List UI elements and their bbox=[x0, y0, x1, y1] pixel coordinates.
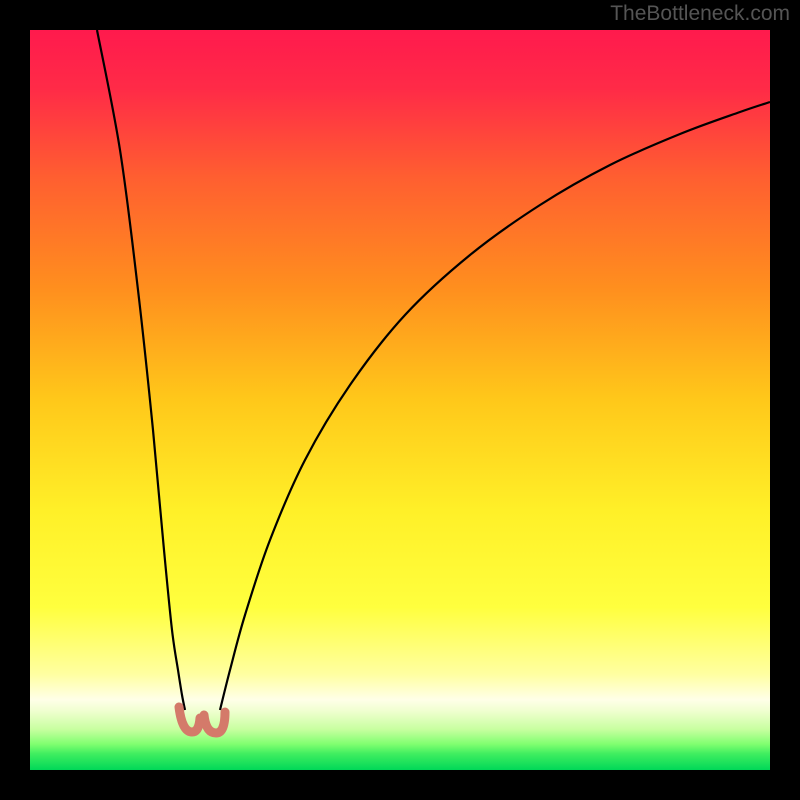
bottleneck-curve bbox=[30, 30, 770, 770]
curve-left-branch bbox=[97, 30, 185, 710]
attribution-text: TheBottleneck.com bbox=[610, 2, 790, 26]
plot-area bbox=[30, 30, 770, 770]
curve-right-branch bbox=[220, 102, 770, 710]
chart-frame: TheBottleneck.com bbox=[0, 0, 800, 800]
